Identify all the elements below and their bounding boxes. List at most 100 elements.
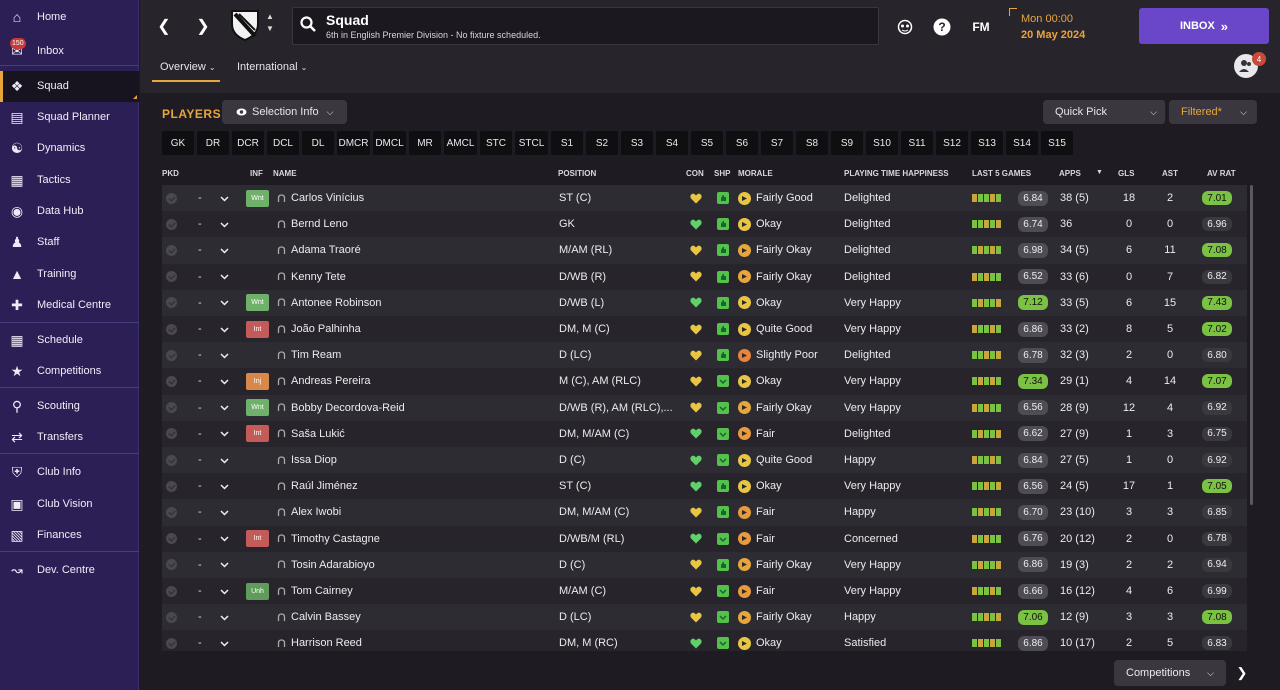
position-filter-s14[interactable]: S14 [1006,131,1038,155]
table-row[interactable]: - Wnt Antonee Robinson D/WB (L) Okay Very Hap… [162,289,1247,316]
table-row[interactable]: - Int Timothy Castagne D/WB/M (RL) Fair Conce… [162,525,1247,552]
player-name[interactable]: Tosin Adarabioyo [291,558,375,571]
pick-checkbox[interactable] [166,323,177,335]
position-filter-s10[interactable]: S10 [866,131,898,155]
position-filter-s1[interactable]: S1 [551,131,583,155]
row-dropdown-chevron-icon[interactable] [220,403,229,412]
forward-arrow-icon[interactable]: ❯ [196,18,210,35]
position-filter-s2[interactable]: S2 [586,131,618,155]
col-shp[interactable]: SHP [714,169,731,178]
col-last5[interactable]: LAST 5 GAMES [972,169,1032,178]
player-name[interactable]: João Palhinha [291,323,361,336]
table-row[interactable]: - Int Saša Lukić DM, M/AM (C) Fair Delighted 6… [162,420,1247,447]
quick-pick-dropdown-icon[interactable]: ⌵ [1150,106,1157,117]
player-name[interactable]: Kenny Tete [291,270,346,283]
sidebar-item-medical-centre[interactable]: ✚ Medical Centre [0,290,139,321]
player-name[interactable]: Alex Iwobi [291,506,342,519]
position-filter-s7[interactable]: S7 [761,131,793,155]
sidebar-item-data-hub[interactable]: ◉ Data Hub [0,196,139,227]
position-filter-amcl[interactable]: AMCL [444,131,477,155]
sidebar-item-tactics[interactable]: ▦ Tactics [0,165,139,196]
position-filter-stc[interactable]: STC [480,131,512,155]
row-dropdown-chevron-icon[interactable] [220,194,229,203]
position-filter-s15[interactable]: S15 [1041,131,1073,155]
row-dropdown-chevron-icon[interactable] [220,639,229,648]
sidebar-item-dev-centre[interactable]: ↝ Dev. Centre [0,555,139,586]
row-dropdown-chevron-icon[interactable] [220,560,229,569]
player-name[interactable]: Bernd Leno [291,218,348,231]
filter-button[interactable]: Filtered* ⌵ [1169,100,1257,124]
pick-checkbox[interactable] [166,533,177,545]
game-face-icon[interactable] [896,18,914,36]
pick-checkbox[interactable] [166,611,177,623]
row-dropdown-chevron-icon[interactable] [220,482,229,491]
col-playing-time[interactable]: PLAYING TIME HAPPINESS [844,169,949,178]
position-filter-s8[interactable]: S8 [796,131,828,155]
row-dropdown-chevron-icon[interactable] [220,351,229,360]
pick-checkbox[interactable] [166,244,177,256]
sidebar-item-club-info[interactable]: ⛨ Club Info [0,457,139,488]
position-filter-stcl[interactable]: STCL [515,131,548,155]
sidebar-item-competitions[interactable]: ★ Competitions [0,356,139,387]
player-name[interactable]: Andreas Pereira [291,375,371,388]
sidebar-item-inbox[interactable]: ✉ 150 Inbox [0,36,139,67]
table-row[interactable]: - Wnt Bobby Decordova-Reid D/WB (R), AM (RL… [162,394,1247,421]
row-dropdown-chevron-icon[interactable] [220,246,229,255]
sidebar-item-training[interactable]: ▲ Training [0,259,139,290]
player-name[interactable]: Tom Cairney [291,585,353,598]
table-row[interactable]: - Int João Palhinha DM, M (C) Quite Good Very… [162,316,1247,343]
pick-checkbox[interactable] [166,506,177,518]
pick-checkbox[interactable] [166,428,177,440]
sidebar-item-transfers[interactable]: ⇄ Transfers [0,422,139,453]
table-row[interactable]: - Adama Traoré M/AM (RL) Fairly Okay Delight… [162,237,1247,264]
col-inf[interactable]: INF [250,169,263,178]
position-filter-s5[interactable]: S5 [691,131,723,155]
position-filter-dmcl[interactable]: DMCL [373,131,406,155]
row-dropdown-chevron-icon[interactable] [220,613,229,622]
position-filter-dr[interactable]: DR [197,131,229,155]
club-crest-icon[interactable] [229,8,261,42]
position-filter-gk[interactable]: GK [162,131,194,155]
row-dropdown-chevron-icon[interactable] [220,456,229,465]
player-name[interactable]: Antonee Robinson [291,296,382,309]
competitions-dropdown[interactable]: Competitions ⌵ [1114,660,1226,686]
pick-checkbox[interactable] [166,375,177,387]
col-ast[interactable]: AST [1162,169,1178,178]
row-dropdown-chevron-icon[interactable] [220,220,229,229]
col-name[interactable]: NAME [273,169,297,178]
table-row[interactable]: - Calvin Bassey D (LC) Fairly Okay Happy 7.06… [162,604,1247,631]
pick-checkbox[interactable] [166,349,177,361]
player-name[interactable]: Issa Diop [291,454,337,467]
table-row[interactable]: - Kenny Tete D/WB (R) Fairly Okay Delighted 6… [162,263,1247,290]
player-name[interactable]: Adama Traoré [291,244,361,257]
col-morale[interactable]: MORALE [738,169,773,178]
position-filter-mr[interactable]: MR [409,131,441,155]
table-row[interactable]: - Alex Iwobi DM, M/AM (C) Fair Happy 6.70 23 (… [162,499,1247,526]
pick-checkbox[interactable] [166,637,177,649]
col-con[interactable]: CON [686,169,704,178]
sidebar-item-squad-planner[interactable]: ▤ Squad Planner [0,102,139,133]
row-dropdown-chevron-icon[interactable] [220,508,229,517]
col-gls[interactable]: GLS [1118,169,1135,178]
pick-checkbox[interactable] [166,585,177,597]
position-filter-s3[interactable]: S3 [621,131,653,155]
row-dropdown-chevron-icon[interactable] [220,377,229,386]
table-row[interactable]: - Tosin Adarabioyo D (C) Fairly Okay Very Ha… [162,551,1247,578]
player-name[interactable]: Calvin Bassey [291,611,361,624]
row-dropdown-chevron-icon[interactable] [220,534,229,543]
pick-checkbox[interactable] [166,297,177,309]
player-name[interactable]: Bobby Decordova-Reid [291,401,405,414]
player-name[interactable]: Harrison Reed [291,637,362,650]
next-page-arrow-icon[interactable]: ❯ [1236,665,1248,680]
row-dropdown-chevron-icon[interactable] [220,429,229,438]
search-icon[interactable] [299,15,317,33]
fm-logo[interactable]: FM [972,20,990,34]
table-row[interactable]: - Wnt Carlos Vinícius ST (C) Fairly Good Deli… [162,185,1247,212]
pick-checkbox[interactable] [166,559,177,571]
sidebar-item-club-vision[interactable]: ▣ Club Vision [0,489,139,520]
sidebar-item-finances[interactable]: ▧ Finances [0,520,139,551]
col-pkd[interactable]: PKD [162,169,179,178]
table-row[interactable]: - Harrison Reed DM, M (RC) Okay Satisfied 6.8… [162,630,1247,651]
position-filter-s12[interactable]: S12 [936,131,968,155]
col-position[interactable]: POSITION [558,169,597,178]
